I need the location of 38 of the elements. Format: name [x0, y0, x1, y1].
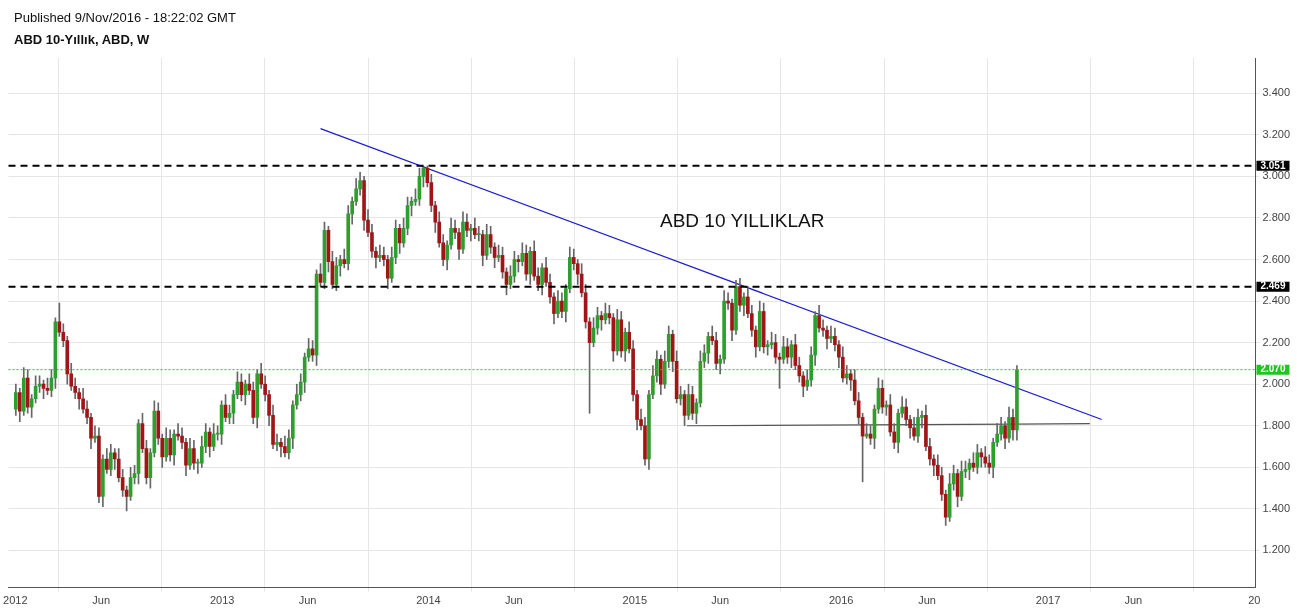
y-tick-label: 2.000	[1262, 377, 1290, 390]
x-tick-label: 20	[1248, 594, 1261, 607]
ref-line-label: 2.070	[1260, 363, 1286, 375]
x-tick-label: 2013	[209, 594, 235, 607]
y-tick-label: 2.600	[1262, 252, 1290, 265]
y-tick-label: 1.400	[1262, 501, 1290, 514]
y-tick-label: 3.200	[1262, 127, 1290, 140]
x-tick-label: 2015	[622, 594, 648, 607]
x-tick-label: Jun	[298, 594, 317, 607]
ref-line-label: 2.469	[1260, 280, 1286, 292]
x-tick-label: 2014	[416, 594, 441, 607]
text: Published 9/Nov/2016 - 18:22:02 GMT	[14, 10, 236, 25]
x-tick-label: Jun	[92, 594, 111, 607]
chart-title: ABD 10-Yıllık, ABD, W	[14, 32, 150, 47]
y-tick-label: 2.400	[1262, 294, 1290, 307]
y-tick-label: 1.800	[1262, 418, 1290, 431]
x-tick-label: Jun	[918, 594, 936, 607]
x-tick-label: Jun	[1124, 594, 1143, 607]
candlestick	[378, 244, 382, 262]
y-tick-label: 1.200	[1262, 543, 1290, 556]
x-tick-label: 2012	[3, 594, 28, 607]
y-tick-label: 3.000	[1262, 169, 1290, 182]
candlestick	[844, 365, 849, 385]
candlestick	[829, 325, 833, 343]
annotation: ABD 10 YILLIKLAR	[660, 210, 825, 232]
candlestick	[93, 425, 97, 443]
y-tick-label: 2.800	[1262, 211, 1290, 224]
candlestick	[469, 223, 473, 242]
candlestick	[275, 433, 279, 452]
x-tick-label: 2016	[828, 594, 854, 607]
ref-line-label: 3.051	[1260, 159, 1286, 171]
x-tick-label: Jun	[711, 594, 730, 607]
y-tick-label: 2.200	[1262, 335, 1290, 348]
y-tick-label: 1.600	[1262, 460, 1290, 473]
x-tick-label: 2017	[1035, 594, 1061, 607]
y-tick-label: 3.400	[1262, 86, 1290, 99]
candlestick	[979, 448, 984, 468]
x-tick-label: Jun	[504, 594, 523, 607]
